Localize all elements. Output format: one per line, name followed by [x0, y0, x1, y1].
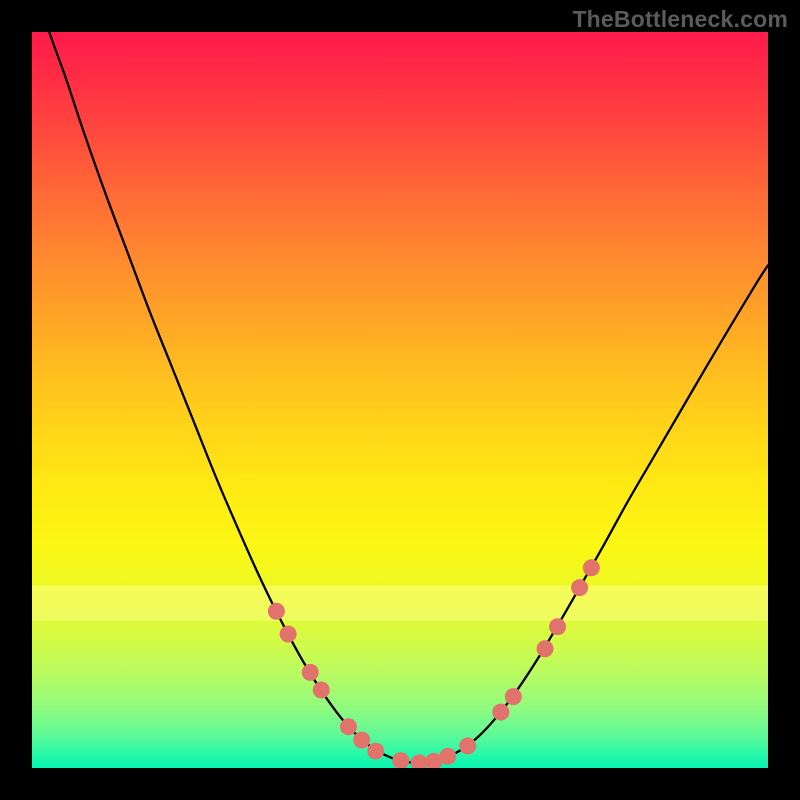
data-point: [313, 681, 330, 698]
watermark-text: TheBottleneck.com: [572, 6, 788, 33]
data-point: [492, 704, 509, 721]
chart-canvas: TheBottleneck.com: [0, 0, 800, 800]
data-point: [439, 748, 456, 765]
data-point: [536, 640, 553, 657]
gradient-background: [32, 32, 768, 768]
data-point: [505, 688, 522, 705]
yellow-band: [32, 585, 768, 620]
data-point: [353, 732, 370, 749]
data-point: [280, 626, 297, 643]
data-point: [571, 579, 588, 596]
data-point: [340, 718, 357, 735]
data-point: [459, 737, 476, 754]
data-point: [302, 664, 319, 681]
data-point: [392, 752, 409, 769]
data-point: [367, 743, 384, 760]
data-point: [549, 618, 566, 635]
data-point: [583, 559, 600, 576]
bottleneck-chart-svg: [0, 0, 800, 800]
data-point: [268, 603, 285, 620]
